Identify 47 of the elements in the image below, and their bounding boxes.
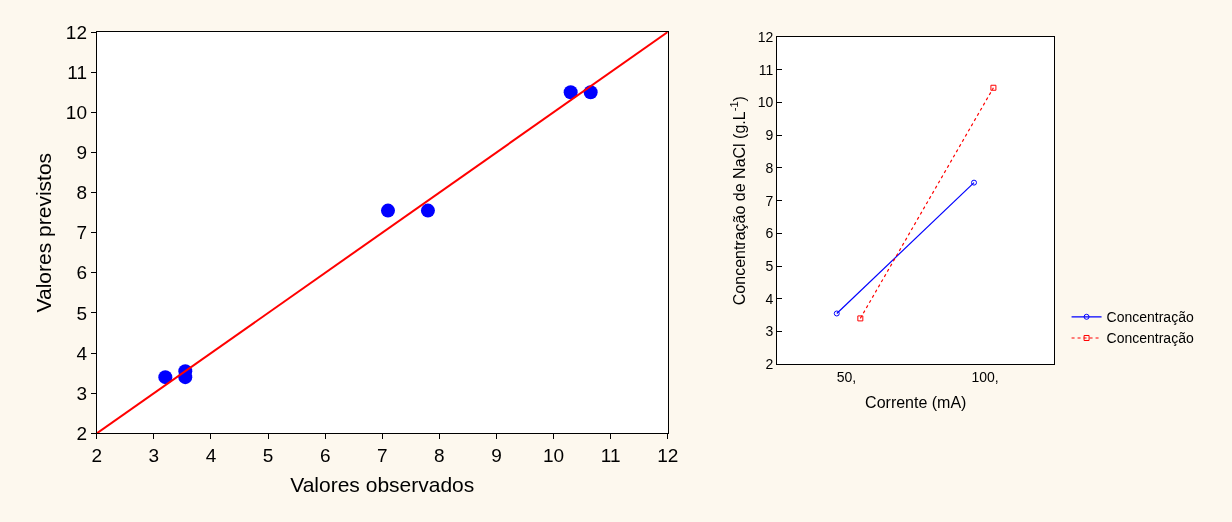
y-tick-label: 7 [765, 192, 774, 209]
point [563, 85, 578, 100]
y-tick-label: 5 [76, 302, 88, 324]
x-tick-label: 4 [205, 445, 217, 467]
x-tick-label: 2 [91, 445, 103, 467]
x-axis-title: Valores observados [290, 473, 475, 497]
y-tick-label: 10 [65, 101, 88, 123]
x-tick-label: 3 [148, 445, 160, 467]
legend-label: Concentração [1106, 330, 1194, 347]
point [380, 203, 395, 218]
x-tick-label: 7 [376, 445, 388, 467]
x-axis-title: Corrente (mA) [865, 393, 967, 411]
y-tick-label: 2 [765, 356, 774, 373]
y-tick-label: 4 [76, 342, 88, 364]
y-tick-label: 9 [76, 142, 88, 164]
legend-label: Concentração [1106, 309, 1194, 326]
y-axis-title: Valores previstos [32, 152, 56, 313]
y-tick-label: 12 [757, 28, 774, 45]
y-tick-label: 3 [765, 323, 774, 340]
point [971, 179, 978, 186]
x-tick-label: 11 [600, 445, 621, 467]
point [420, 203, 435, 218]
x-tick-label: 5 [262, 445, 274, 467]
point [990, 84, 997, 91]
y-tick-label: 9 [765, 127, 774, 144]
y-tick-label: 2 [76, 422, 88, 444]
y-tick-label: 7 [76, 222, 88, 244]
y-tick-label: 8 [76, 182, 88, 204]
point [833, 310, 840, 317]
x-tick-label: 50, [836, 369, 857, 386]
x-tick-label: 10 [542, 445, 565, 467]
y-tick-label: 10 [757, 94, 774, 111]
x-tick-label: 8 [434, 445, 445, 467]
y-tick-label: 11 [758, 61, 774, 78]
point [158, 370, 173, 385]
y-tick-label: 11 [67, 61, 88, 83]
x-tick-label: 6 [319, 445, 331, 467]
y-tick-label: 12 [65, 21, 88, 43]
y-tick-label: 8 [765, 159, 774, 176]
y-tick-label: 4 [765, 290, 774, 307]
x-tick-label: 9 [491, 445, 502, 467]
y-tick-label: 6 [76, 262, 88, 284]
y-tick-label: 5 [765, 257, 774, 274]
x-tick-label: 12 [657, 445, 679, 467]
y-tick-label: 6 [765, 225, 774, 242]
x-tick-label: 100, [971, 369, 999, 386]
point [857, 315, 864, 322]
